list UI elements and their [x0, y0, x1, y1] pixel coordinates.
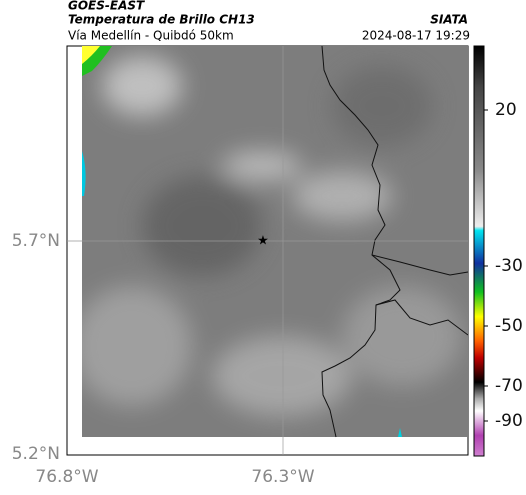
colorbar-label: 20	[495, 100, 517, 120]
colorbar-ticks: 20 -30 -50 -70 -90	[484, 100, 523, 431]
colorbar-label: -90	[495, 411, 523, 431]
location-marker: ★	[257, 234, 269, 249]
satellite-image	[72, 46, 468, 437]
colorbar-label: -70	[495, 376, 523, 396]
satellite: GOES-EAST	[68, 0, 145, 13]
source: SIATA	[430, 13, 468, 27]
subtitle: Vía Medellín - Quibdó 50km	[68, 29, 234, 43]
x-label: 76.8°W	[35, 467, 98, 487]
colorbar-label: -30	[495, 256, 523, 276]
borders	[321, 45, 469, 438]
product: Temperatura de Brillo CH13	[68, 13, 255, 27]
imagery	[72, 46, 468, 437]
x-label: 76.3°W	[251, 467, 314, 487]
y-label: 5.7°N	[12, 231, 60, 251]
colorbar	[473, 45, 485, 457]
y-label: 5.2°N	[12, 444, 60, 464]
colorbar-label: -50	[495, 316, 523, 336]
datetime: 2024-08-17 19:29	[362, 29, 470, 43]
